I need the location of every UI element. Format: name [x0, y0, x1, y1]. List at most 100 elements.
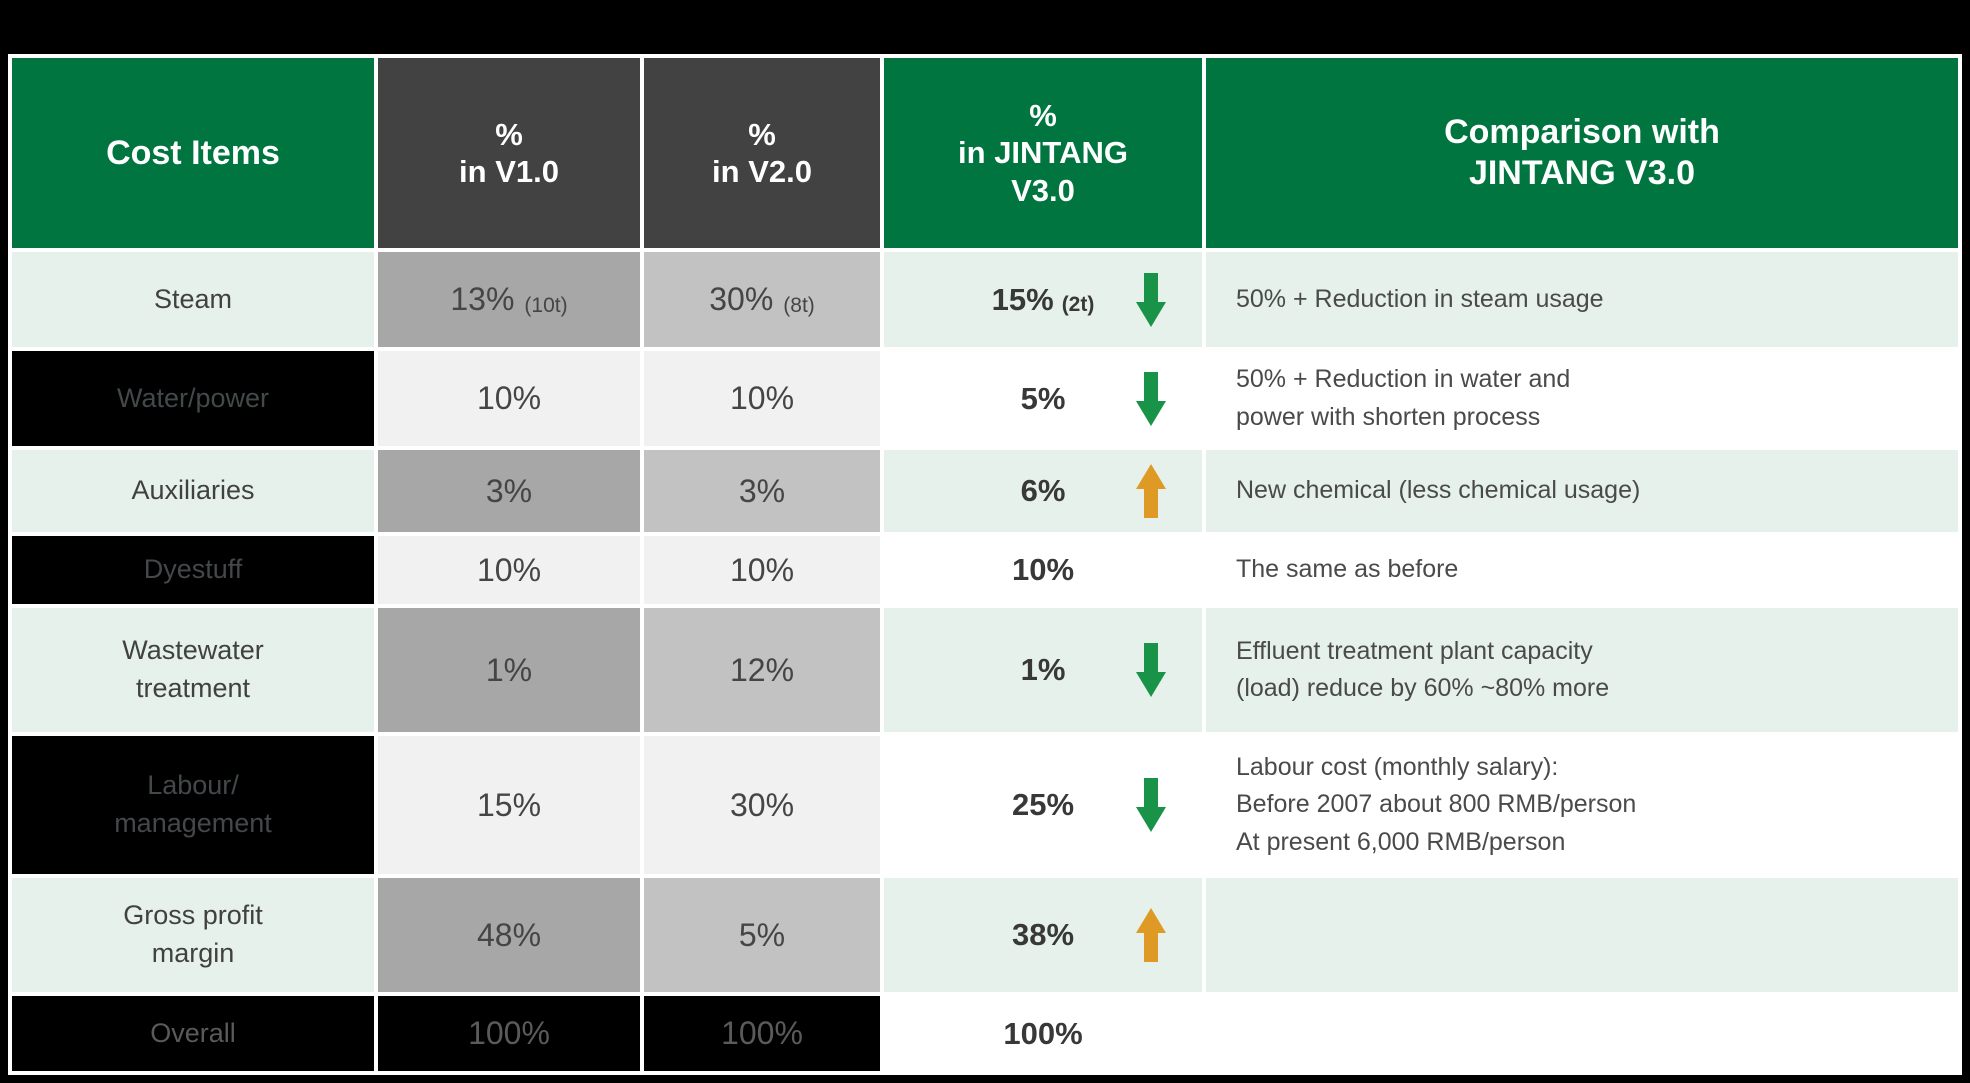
comparison-cell [1206, 996, 1958, 1071]
v3-value: 10% [1011, 552, 1075, 587]
comparison-text: 50% + Reduction in steam usage [1236, 284, 1604, 313]
comparison-cell: New chemical (less chemical usage) [1206, 450, 1958, 532]
v1-note: (10t) [524, 293, 568, 317]
v3-value: 15% [991, 281, 1054, 317]
v2-value-cell: 100% [644, 996, 880, 1071]
v3-value-cell: 38% [884, 878, 1202, 992]
v2-note: (8t) [783, 293, 815, 317]
v1-value: 48% [476, 916, 542, 953]
v1-value-cell: 100% [378, 996, 640, 1071]
comparison-text: Effluent treatment plant capacity (load)… [1236, 636, 1610, 703]
comparison-cell: 50% + Reduction in water and power with … [1206, 351, 1958, 446]
v1-value-cell: 15% [378, 736, 640, 874]
cost-item-label: Water/power [116, 382, 270, 413]
header-cost-items-label: Cost Items [106, 133, 280, 172]
comparison-text: New chemical (less chemical usage) [1236, 476, 1641, 505]
v2-value-cell: 10% [644, 536, 880, 604]
v2-value: 10% [729, 551, 795, 588]
trend-arrow-slot [1136, 543, 1166, 597]
v3-value: 1% [1020, 652, 1066, 687]
cost-item-cell: Dyestuff [12, 536, 374, 604]
cost-item-label: Gross profit margin [123, 900, 263, 968]
comparison-cell: Labour cost (monthly salary): Before 200… [1206, 736, 1958, 874]
down-arrow-icon [1136, 778, 1166, 832]
up-arrow-icon [1136, 464, 1166, 518]
v2-value-cell: 5% [644, 878, 880, 992]
comparison-cell [1206, 878, 1958, 992]
header-v2: % in V2.0 [644, 58, 880, 248]
v1-value: 100% [468, 1015, 550, 1051]
v1-value: 1% [485, 651, 533, 688]
v1-value-cell: 3% [378, 450, 640, 532]
v2-value-cell: 12% [644, 608, 880, 732]
v1-value: 13% [450, 281, 515, 317]
v2-value: 5% [738, 916, 786, 953]
v3-value: 38% [1011, 917, 1075, 952]
down-arrow-icon [1136, 371, 1166, 426]
v3-note: (2t) [1061, 292, 1095, 316]
v3-value-cell: 10% [884, 536, 1202, 604]
cost-item-label: Dyestuff [143, 554, 243, 585]
v3-value-cell: 25% [884, 736, 1202, 874]
v3-value-cell: 100% [884, 996, 1202, 1071]
v3-value-cell: 15% (2t) [884, 252, 1202, 347]
cost-item-cell: Wastewater treatment [12, 608, 374, 732]
comparison-cell: 50% + Reduction in steam usage [1206, 252, 1958, 347]
v2-value: 30% [709, 281, 774, 317]
v1-value: 10% [476, 380, 542, 416]
header-cost-items: Cost Items [12, 58, 374, 248]
v1-value-cell: 13% (10t) [378, 252, 640, 347]
cost-item-cell: Steam [12, 252, 374, 347]
comparison-text: 50% + Reduction in water and power with … [1236, 365, 1571, 431]
v3-value-cell: 5% [884, 351, 1202, 446]
v2-value-cell: 3% [644, 450, 880, 532]
v1-value: 10% [476, 551, 542, 588]
comparison-text: The same as before [1236, 555, 1459, 584]
cost-item-cell: Gross profit margin [12, 878, 374, 992]
header-comparison-label: Comparison with JINTANG V3.0 [1444, 113, 1720, 192]
header-v3-label: % in JINTANG V3.0 [958, 98, 1128, 208]
comparison-cell: Effluent treatment plant capacity (load)… [1206, 608, 1958, 732]
v1-value-cell: 48% [378, 878, 640, 992]
v3-value: 5% [1020, 380, 1066, 416]
cost-item-label: Auxiliaries [131, 475, 255, 506]
v3-value-cell: 1% [884, 608, 1202, 732]
v2-value-cell: 30% (8t) [644, 252, 880, 347]
v1-value-cell: 10% [378, 536, 640, 604]
comparison-text: Labour cost (monthly salary): Before 200… [1236, 752, 1637, 856]
v2-value: 30% [729, 786, 795, 823]
header-v3: % in JINTANG V3.0 [884, 58, 1202, 248]
cost-item-label: Steam [153, 283, 233, 314]
v2-value-cell: 10% [644, 351, 880, 446]
v1-value: 15% [476, 786, 542, 823]
trend-arrow-slot [1136, 1007, 1166, 1061]
header-v1-label: % in V1.0 [459, 116, 559, 189]
cost-item-cell: Water/power [12, 351, 374, 446]
v3-value: 6% [1020, 473, 1066, 508]
cost-comparison-table: Cost Items % in V1.0 % in V2.0 % in JINT… [8, 54, 1962, 1075]
v3-value: 25% [1011, 787, 1075, 822]
comparison-cell: The same as before [1206, 536, 1958, 604]
cost-item-label: Labour/ management [114, 770, 272, 838]
cost-item-cell: Labour/ management [12, 736, 374, 874]
header-comparison: Comparison with JINTANG V3.0 [1206, 58, 1958, 248]
cost-item-cell: Auxiliaries [12, 450, 374, 532]
up-arrow-icon [1136, 908, 1166, 962]
v2-value: 12% [729, 651, 795, 688]
cost-item-cell: Overall [12, 996, 374, 1071]
header-v2-label: % in V2.0 [712, 116, 812, 189]
cost-item-label: Overall [150, 1017, 236, 1048]
down-arrow-icon [1136, 643, 1166, 697]
v1-value-cell: 10% [378, 351, 640, 446]
down-arrow-icon [1136, 272, 1166, 327]
v2-value: 3% [738, 472, 786, 509]
v1-value: 3% [485, 472, 533, 509]
header-v1: % in V1.0 [378, 58, 640, 248]
v2-value-cell: 30% [644, 736, 880, 874]
v1-value-cell: 1% [378, 608, 640, 732]
v2-value: 10% [729, 380, 795, 416]
v3-value-cell: 6% [884, 450, 1202, 532]
v2-value: 100% [721, 1015, 803, 1051]
v3-value: 100% [1003, 1015, 1083, 1051]
cost-item-label: Wastewater treatment [122, 635, 264, 703]
